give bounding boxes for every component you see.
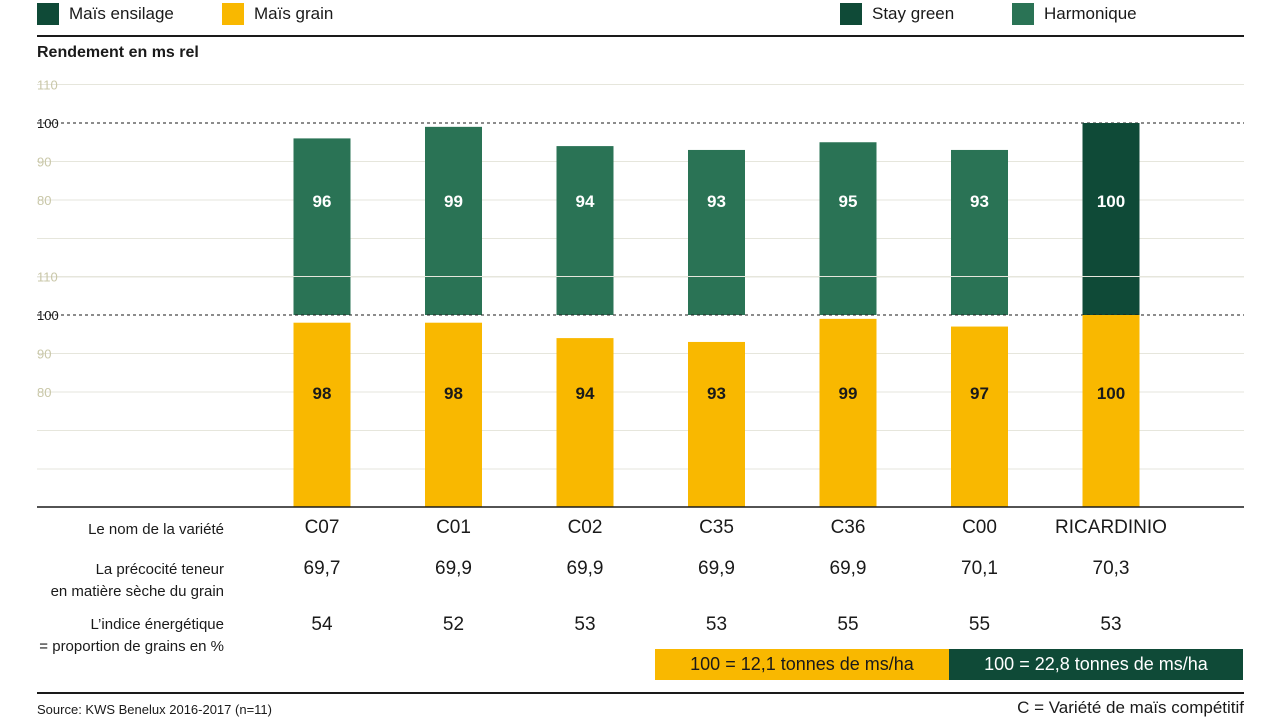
- table-cell-1-2: 69,9: [566, 558, 604, 579]
- bar-0-c02: [556, 146, 614, 315]
- bar-0-c35: [688, 149, 745, 315]
- bar-0-c00: [951, 149, 1008, 315]
- row-label-variety: Le nom de la variété: [88, 521, 224, 538]
- bar-0-c07: [293, 138, 351, 315]
- bar-1-c07: [293, 322, 351, 507]
- bar-1-c02: [556, 338, 614, 507]
- table-cell-2-0: 54: [311, 614, 333, 635]
- bar-value-label-0-c07: 96: [313, 192, 332, 211]
- table-cell-0-3: C35: [699, 517, 734, 538]
- table-cell-0-1: C01: [436, 517, 471, 538]
- legend-label-mais-grain: Maïs grain: [254, 4, 334, 23]
- note-grain: 100 = 12,1 tonnes de ms/ha: [655, 649, 949, 680]
- legend-swatch-mais-ensilage: [37, 3, 59, 25]
- row-label-precocity: La précocité teneur en matière sèche du …: [50, 561, 224, 600]
- table-cell-2-4: 55: [837, 614, 859, 635]
- legend-swatch-mais-grain: [222, 3, 244, 25]
- y-tick-label-0-80: 80: [37, 193, 51, 208]
- bar-value-label-0-c36: 95: [839, 192, 858, 211]
- bar-0-c36: [819, 142, 877, 315]
- source-text: Source: KWS Benelux 2016-2017 (n=11): [37, 702, 272, 717]
- table-cell-2-6: 53: [1100, 614, 1122, 635]
- table-cell-1-4: 69,9: [829, 558, 867, 579]
- table-cell-2-3: 53: [705, 614, 728, 635]
- bar-value-label-0-ricardinio: 100: [1097, 192, 1125, 211]
- bar-1-c01: [425, 322, 482, 507]
- legend-label-mais-ensilage: Maïs ensilage: [69, 4, 174, 23]
- y-tick-label-1-110: 110: [37, 270, 58, 285]
- bar-1-c36: [819, 318, 877, 507]
- y-tick-label-1-80: 80: [37, 385, 51, 400]
- bar-value-label-1-c01: 98: [444, 384, 463, 403]
- note-ensilage: 100 = 22,8 tonnes de ms/ha: [949, 649, 1243, 680]
- legend-label-harmonique: Harmonique: [1044, 4, 1137, 23]
- y-tick-label-0-90: 90: [37, 155, 51, 170]
- bar-value-label-1-c07: 98: [313, 384, 332, 403]
- legend-item-harmonique: Harmonique: [1012, 2, 1137, 26]
- legend-swatch-harmonique: [1012, 3, 1034, 25]
- bar-0-c01: [425, 126, 482, 315]
- bar-value-label-1-c35: 93: [707, 384, 726, 403]
- legend-item-mais-grain: Maïs grain: [222, 2, 333, 26]
- table-cell-1-0: 69,7: [303, 558, 341, 579]
- y-tick-label-1-90: 90: [37, 347, 51, 362]
- bar-value-label-1-ricardinio: 100: [1097, 384, 1125, 403]
- row-label-energy-index: L’indice énergétique = proportion de gra…: [39, 616, 224, 655]
- table-cell-1-5: 70,1: [961, 558, 998, 579]
- bottom-divider: [37, 692, 1244, 694]
- bar-value-label-1-c00: 97: [970, 384, 989, 403]
- chart-title: Rendement en ms rel: [37, 44, 199, 61]
- table-cell-0-2: C02: [567, 517, 603, 538]
- table-cell-1-6: 70,3: [1092, 558, 1130, 579]
- bar-value-label-1-c36: 99: [839, 384, 858, 403]
- bar-1-ricardinio: [1082, 315, 1140, 507]
- top-divider: [37, 35, 1244, 37]
- legend-item-mais-ensilage: Maïs ensilage: [37, 2, 174, 26]
- table-cell-2-2: 53: [574, 614, 596, 635]
- competitor-note: C = Variété de maïs compétitif: [1017, 698, 1244, 717]
- legend-swatch-stay-green: [840, 3, 862, 25]
- bar-value-label-1-c02: 94: [576, 384, 595, 403]
- bar-1-c35: [688, 341, 745, 507]
- y-tick-label-0-100: 100: [37, 116, 59, 131]
- table-cell-0-6: RICARDINIO: [1055, 517, 1167, 538]
- table-cell-1-3: 69,9: [698, 558, 735, 579]
- table-cell-0-4: C36: [830, 517, 866, 538]
- legend-item-stay-green: Stay green: [840, 2, 954, 26]
- bar-value-label-0-c35: 93: [707, 192, 726, 211]
- bar-0-ricardinio: [1082, 123, 1140, 315]
- bar-value-label-0-c02: 94: [576, 192, 595, 211]
- y-tick-label-0-110: 110: [37, 78, 58, 93]
- bar-value-label-0-c01: 99: [444, 192, 463, 211]
- table-cell-2-1: 52: [442, 614, 465, 635]
- bar-value-label-0-c00: 93: [970, 192, 989, 211]
- table-cell-0-0: C07: [304, 517, 340, 538]
- table-cell-2-5: 55: [968, 614, 991, 635]
- bar-1-c00: [951, 326, 1008, 507]
- legend-label-stay-green: Stay green: [872, 4, 955, 23]
- y-tick-label-1-100: 100: [37, 308, 59, 323]
- table-cell-0-5: C00: [962, 517, 997, 538]
- table-cell-1-1: 69,9: [435, 558, 472, 579]
